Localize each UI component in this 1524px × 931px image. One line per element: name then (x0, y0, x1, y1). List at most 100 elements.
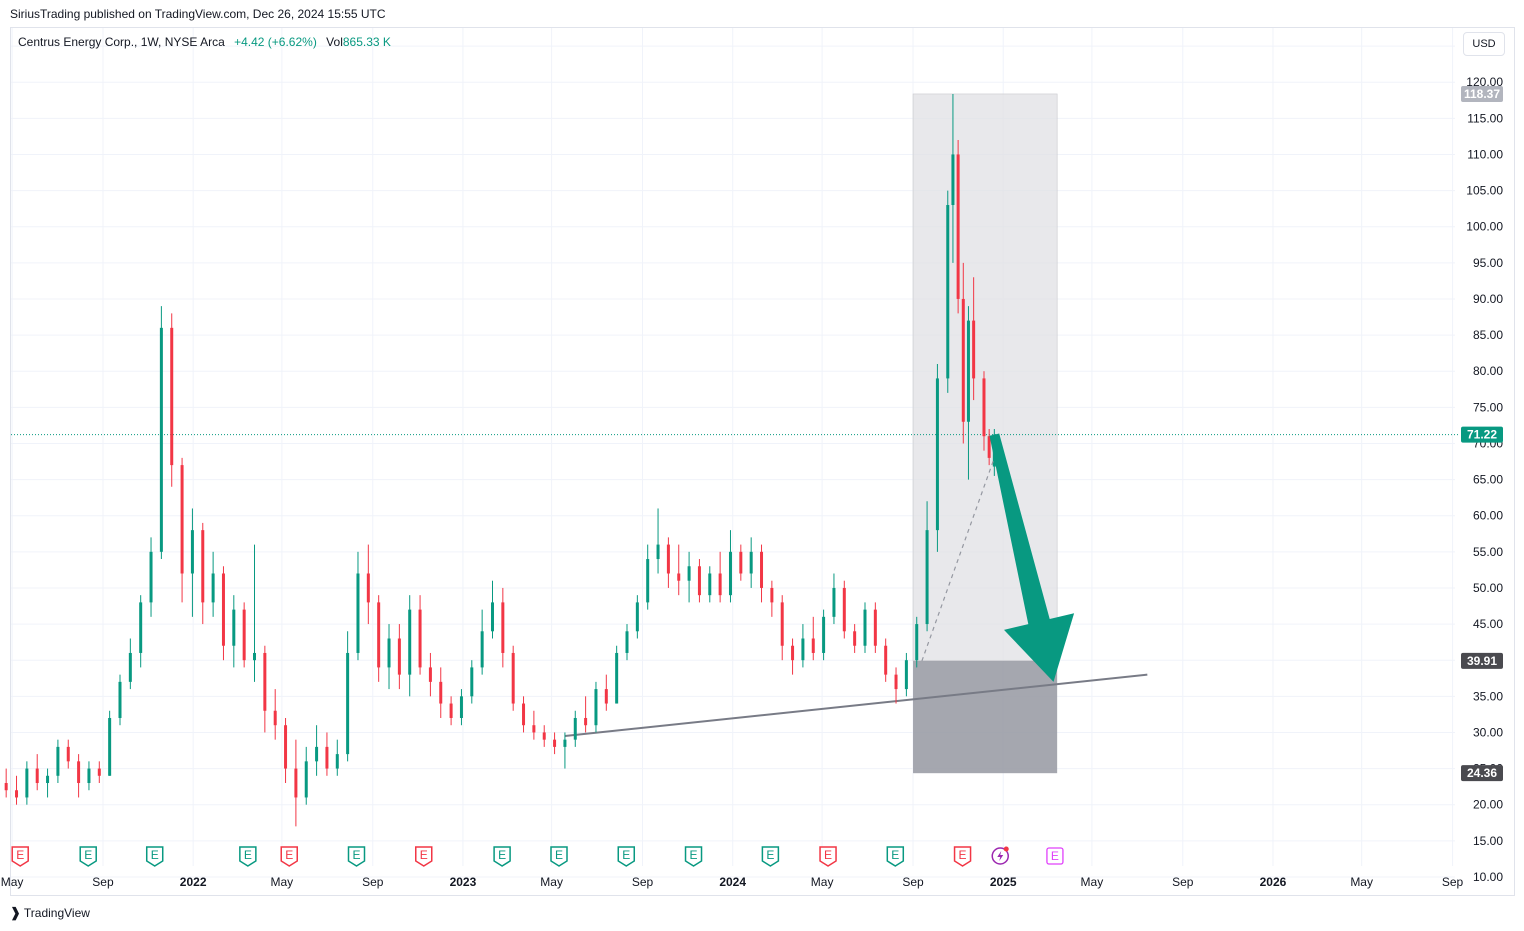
tradingview-logo[interactable]: ❱ TradingView (10, 905, 90, 921)
bearish-arrow-shape[interactable] (989, 433, 1075, 682)
earnings-event-icon[interactable]: E (617, 846, 636, 867)
earnings-event-icon[interactable]: E (239, 846, 257, 867)
box-lower-zone[interactable] (913, 660, 1058, 774)
candle (666, 537, 670, 588)
candle (211, 551, 215, 617)
price-axis[interactable]: 10.0015.0020.0025.0030.0035.0040.0045.00… (1466, 39, 1503, 884)
earnings-event-icon[interactable]: E (953, 846, 972, 867)
earnings-event-icon[interactable]: E (415, 846, 433, 867)
price-tick-label: 60.00 (1473, 509, 1503, 523)
candle (573, 710, 577, 747)
earnings-event-icon[interactable]: E (550, 846, 568, 867)
price-tick-label: 55.00 (1473, 545, 1503, 559)
candle-body (428, 667, 432, 682)
time-tick-label: 2026 (1260, 875, 1287, 889)
time-tick-label: May (540, 875, 563, 889)
price-tags: 118.37 71.22 39.91 24.36 (1461, 85, 1503, 782)
time-tick-label: Sep (362, 875, 384, 889)
candle (951, 93, 955, 263)
earnings-icon-shape (819, 846, 837, 867)
candle-body (801, 638, 805, 661)
grid (11, 28, 1455, 878)
candle (635, 595, 639, 639)
candle-body (221, 573, 225, 646)
candle-body (408, 609, 412, 675)
tag-box-entry: 39.91 (1467, 654, 1497, 668)
candle (584, 696, 588, 733)
price-tick-label: 35.00 (1473, 689, 1503, 703)
candle (801, 624, 805, 668)
candle-body (677, 573, 681, 581)
earnings-icon-shape (886, 846, 905, 867)
price-tick-label: 50.00 (1473, 581, 1503, 595)
candle (439, 667, 443, 718)
volume-value: 865.33 K (342, 35, 391, 49)
earnings-event-icon[interactable]: E (1046, 847, 1064, 865)
earnings-event-icon[interactable]: E (684, 846, 703, 867)
price-tick-label: 105.00 (1466, 184, 1503, 198)
candle (201, 522, 205, 625)
candle (780, 595, 784, 661)
candle-body (118, 681, 122, 718)
candle-body (832, 587, 836, 617)
candle (511, 645, 515, 711)
candle (418, 595, 422, 675)
candle (822, 609, 826, 661)
earnings-event-icon[interactable]: E (145, 846, 164, 867)
candle-body (263, 652, 267, 711)
earnings-icon-letter: E (690, 848, 698, 862)
candle (594, 681, 598, 733)
trendline[interactable] (564, 673, 1148, 738)
currency-button[interactable]: USD (1463, 32, 1505, 56)
candle (770, 580, 774, 617)
price-tick-label: 20.00 (1473, 798, 1503, 812)
support-trendline[interactable] (564, 673, 1148, 738)
time-tick-label: Sep (902, 875, 924, 889)
earnings-event-icon[interactable]: E (493, 846, 511, 867)
candle-body (459, 696, 463, 718)
time-axis[interactable]: May Sep 2022 May Sep 2023 May Sep 2024 May Sep 2025… (1, 875, 1464, 889)
candle-body (972, 320, 976, 379)
candle-body (951, 154, 955, 206)
candle-body (822, 616, 826, 653)
split-event-icon[interactable] (991, 846, 1009, 865)
candle-body (190, 530, 194, 574)
event-markers[interactable]: EEEEEEEEEEEEEEEEE (0, 846, 1064, 867)
candle-body (946, 205, 950, 379)
earnings-event-icon[interactable]: E (79, 846, 97, 867)
price-tick-label: 45.00 (1473, 617, 1503, 631)
candle-body (635, 602, 639, 632)
earnings-event-icon[interactable]: E (11, 846, 29, 867)
earnings-event-icon[interactable]: E (761, 846, 780, 867)
candle-body (128, 652, 132, 682)
candle-body (760, 551, 764, 588)
tag-box-entry-bg (1461, 652, 1503, 669)
earnings-event-icon[interactable]: E (347, 846, 366, 867)
candle (749, 537, 753, 588)
candle (604, 674, 608, 711)
candle (791, 638, 795, 675)
tag-current-price-bg (1461, 426, 1503, 443)
candle (760, 544, 764, 603)
earnings-icon-letter: E (766, 848, 774, 862)
candle-body (749, 551, 753, 574)
candle (884, 638, 888, 682)
earnings-icon-letter: E (151, 848, 159, 862)
candle (304, 746, 308, 805)
candle (697, 559, 701, 603)
candle-body (211, 573, 215, 603)
tag-current-price: 71.22 (1467, 428, 1497, 442)
candle (366, 544, 370, 625)
candle (987, 428, 991, 466)
earnings-event-icon[interactable]: E (280, 846, 298, 867)
price-tick-label: 65.00 (1473, 473, 1503, 487)
candle (25, 761, 29, 805)
earnings-event-icon[interactable]: E (886, 846, 905, 867)
earnings-icon-letter: E (285, 848, 293, 862)
candle (4, 768, 8, 798)
earnings-event-icon[interactable]: E (819, 846, 837, 867)
earnings-icon-shape (239, 846, 257, 867)
price-tick-label: 115.00 (1467, 111, 1503, 125)
down-arrow[interactable] (989, 433, 1075, 682)
